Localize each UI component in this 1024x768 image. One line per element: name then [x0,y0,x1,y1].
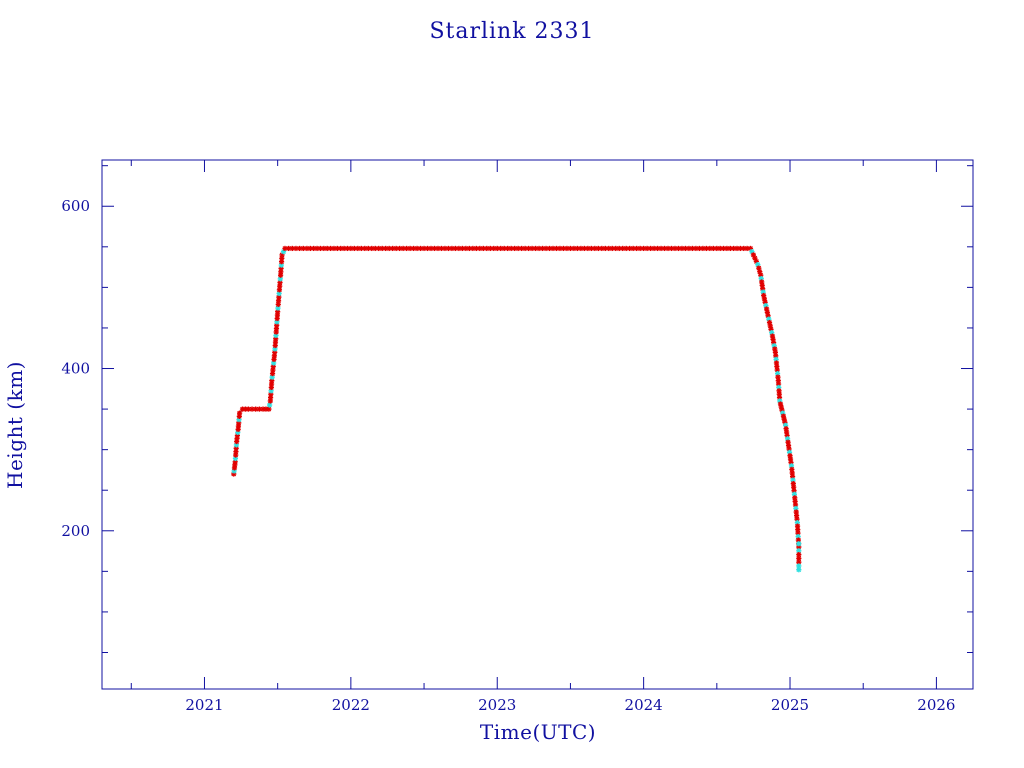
data-point [379,245,385,252]
data-point [791,491,798,497]
x-tick-label: 2025 [771,696,809,714]
data-point [651,245,657,252]
data-point [383,245,389,252]
data-point [529,245,535,252]
data-point [550,245,556,252]
data-point [581,245,587,252]
data-point [599,245,605,252]
data-point [796,563,802,569]
data-point [519,245,525,252]
x-axis-label: Time(UTC) [480,720,596,744]
data-point [277,276,283,282]
data-point [795,537,801,543]
data-point [592,245,598,252]
series-path [233,247,800,570]
data-point [267,402,273,408]
data-point [796,567,802,573]
x-tick-label: 2024 [625,696,663,714]
data-point [505,245,511,252]
data-point [249,406,255,412]
x-tick-label: 2026 [917,696,955,714]
data-point [675,245,682,252]
y-tick-label: 400 [61,360,90,378]
data-point [588,245,594,252]
y-axis-tick-labels: 200 400 600 [61,197,90,540]
data-point [796,548,802,554]
data-point [682,245,689,252]
data-point [245,406,251,412]
data-point [772,346,778,352]
data-point [275,309,281,315]
series-line [233,247,800,570]
data-point [494,245,500,252]
data-point [774,367,780,373]
data-point [407,245,413,252]
data-point [358,245,364,252]
data-point [266,406,272,412]
data-point [789,473,796,480]
data-point [275,298,282,304]
chart-title: Starlink 2331 [429,19,594,44]
plot-frame [101,159,974,690]
data-point [700,245,706,252]
data-point [459,245,465,252]
y-tick-label: 600 [61,197,90,215]
data-point [237,410,243,416]
data-point [553,245,560,252]
data-point [595,245,601,252]
data-point [623,245,629,252]
data-point [789,466,795,473]
data-point [449,245,455,252]
data-point [793,505,799,512]
x-axis-tick-labels: 2021 2022 2023 2024 2025 2026 [185,696,955,714]
data-point [512,245,518,252]
data-point [269,370,276,377]
x-tick-label: 2023 [478,696,516,714]
data-point [693,245,699,252]
data-point [796,555,802,561]
data-point [543,245,549,252]
data-point [276,290,282,297]
data-point [665,245,671,252]
x-axis-ticks [130,160,937,689]
data-point [442,245,448,252]
data-point [792,498,798,504]
data-point [616,245,622,252]
data-point [452,245,459,252]
data-point [477,245,483,252]
y-axis-label: Height (km) [3,361,27,489]
data-point [661,245,668,252]
series-points [231,245,802,573]
data-point [789,470,795,476]
data-point [417,245,424,252]
x-tick-label: 2022 [332,696,370,714]
data-point [393,245,399,252]
y-axis-ticks [102,165,973,653]
x-tick-label: 2021 [185,696,223,714]
data-point [765,313,771,319]
data-point [567,245,574,252]
data-point [463,245,469,252]
data-point [796,541,802,547]
data-point [794,516,800,522]
data-point [386,245,392,252]
data-point [286,245,292,252]
data-point [473,245,479,252]
y-tick-label: 200 [61,522,90,540]
